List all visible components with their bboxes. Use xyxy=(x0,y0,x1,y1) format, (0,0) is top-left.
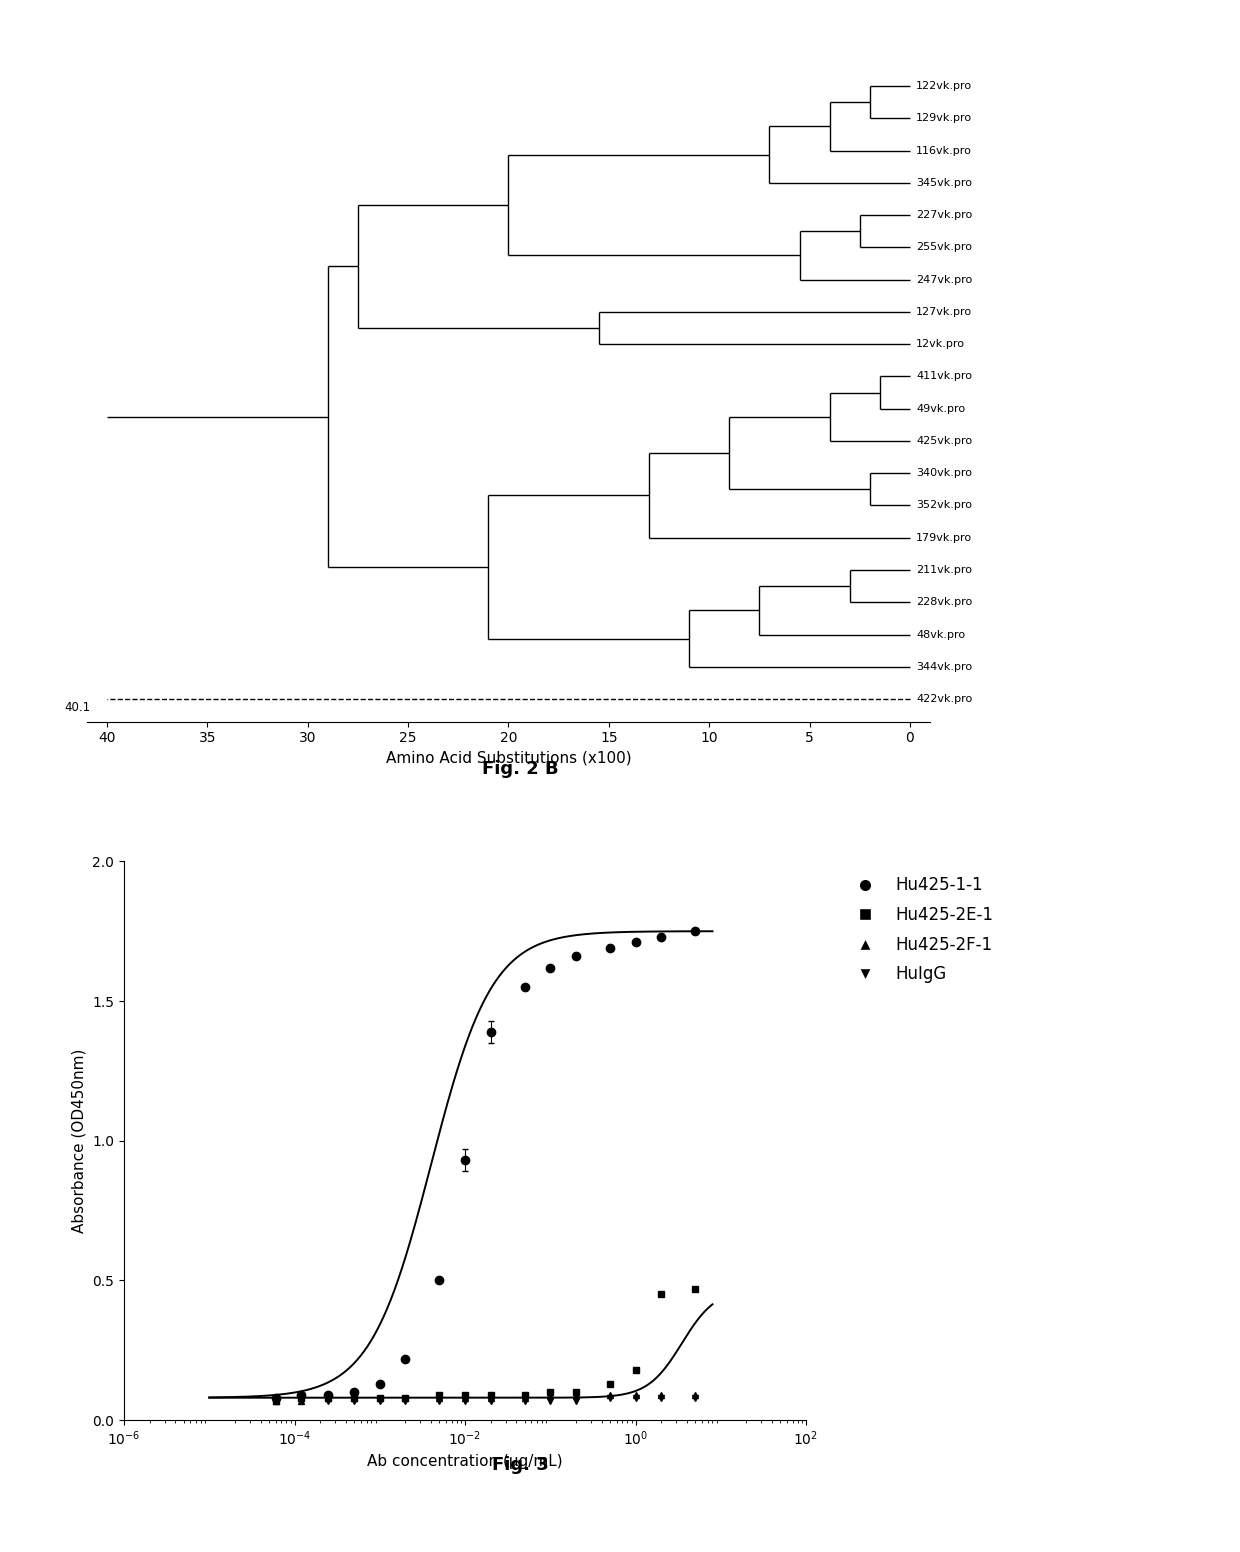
Text: 127vk.pro: 127vk.pro xyxy=(916,307,972,317)
Text: 352vk.pro: 352vk.pro xyxy=(916,500,972,511)
Text: 179vk.pro: 179vk.pro xyxy=(916,532,972,543)
Text: 411vk.pro: 411vk.pro xyxy=(916,371,972,382)
Text: 344vk.pro: 344vk.pro xyxy=(916,661,972,672)
Text: 340vk.pro: 340vk.pro xyxy=(916,469,972,478)
Text: 345vk.pro: 345vk.pro xyxy=(916,178,972,188)
Text: 228vk.pro: 228vk.pro xyxy=(916,598,972,607)
Text: 40.1: 40.1 xyxy=(64,700,91,714)
Text: Fig. 2 B: Fig. 2 B xyxy=(482,760,559,779)
Text: 425vk.pro: 425vk.pro xyxy=(916,436,972,445)
Text: Fig. 3: Fig. 3 xyxy=(492,1456,549,1474)
Text: 122vk.pro: 122vk.pro xyxy=(916,81,972,92)
X-axis label: Amino Acid Substitutions (x100): Amino Acid Substitutions (x100) xyxy=(386,751,631,767)
X-axis label: Ab concentration (μg/mL): Ab concentration (μg/mL) xyxy=(367,1454,563,1468)
Text: 49vk.pro: 49vk.pro xyxy=(916,404,965,414)
Text: 48vk.pro: 48vk.pro xyxy=(916,630,965,639)
Text: 12vk.pro: 12vk.pro xyxy=(916,340,965,349)
Text: 255vk.pro: 255vk.pro xyxy=(916,242,972,253)
Text: 422vk.pro: 422vk.pro xyxy=(916,694,972,705)
Legend: Hu425-1-1, Hu425-2E-1, Hu425-2F-1, HuIgG: Hu425-1-1, Hu425-2E-1, Hu425-2F-1, HuIgG xyxy=(842,869,999,990)
Text: 129vk.pro: 129vk.pro xyxy=(916,113,972,123)
Text: 211vk.pro: 211vk.pro xyxy=(916,565,972,574)
Text: 116vk.pro: 116vk.pro xyxy=(916,146,972,155)
Y-axis label: Absorbance (OD450nm): Absorbance (OD450nm) xyxy=(72,1049,87,1232)
Text: 247vk.pro: 247vk.pro xyxy=(916,275,972,284)
Text: 227vk.pro: 227vk.pro xyxy=(916,210,972,220)
